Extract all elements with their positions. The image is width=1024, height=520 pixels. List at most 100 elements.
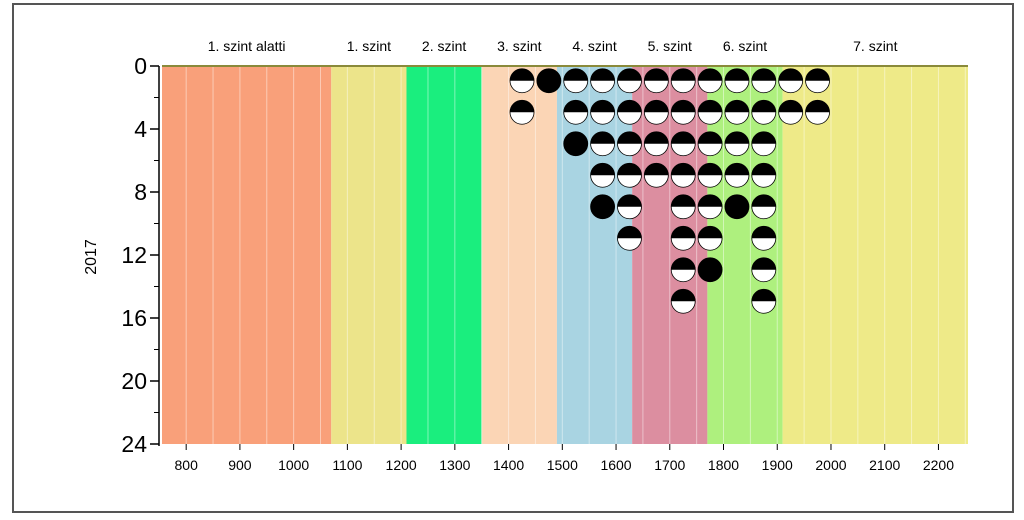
x-tick-label: 800 xyxy=(175,457,199,473)
dot xyxy=(697,257,723,283)
x-tick-label: 900 xyxy=(228,457,252,473)
y-tick-label: 12 xyxy=(121,242,147,268)
dot xyxy=(751,99,777,125)
dot xyxy=(670,288,696,314)
vertical-gridlines xyxy=(185,66,966,444)
band-1 xyxy=(162,66,332,444)
band-label: 7. szint xyxy=(853,38,897,54)
dot xyxy=(509,99,535,125)
chart-frame: 1. szint alatti 1. szint 2. szint 3. szint 4… xyxy=(12,3,1014,513)
dot xyxy=(697,162,723,188)
dot xyxy=(617,194,642,220)
x-tick-label: 1300 xyxy=(439,457,470,473)
dot xyxy=(697,68,723,94)
x-tick-label: 2000 xyxy=(815,457,846,473)
dot xyxy=(563,68,589,94)
dot xyxy=(563,99,589,125)
band-label: 1. szint alatti xyxy=(208,38,286,54)
dot xyxy=(805,68,830,94)
dot xyxy=(751,194,777,220)
y-tick-label: 4 xyxy=(134,116,147,142)
band-4 xyxy=(481,66,557,444)
dot xyxy=(670,99,696,125)
dot xyxy=(670,162,696,188)
x-tick-label: 2100 xyxy=(869,457,900,473)
dot xyxy=(509,68,535,94)
band-label: 1. szint xyxy=(347,38,391,54)
band-label: 3. szint xyxy=(497,38,541,54)
x-tick-label: 1400 xyxy=(493,457,524,473)
dot xyxy=(724,162,750,188)
band-3 xyxy=(406,66,482,444)
y-axis-label: 2017 xyxy=(83,239,100,275)
dot xyxy=(670,131,696,157)
dot xyxy=(751,162,777,188)
dot xyxy=(697,131,723,157)
x-tick-label: 1000 xyxy=(278,457,309,473)
dot xyxy=(724,194,750,220)
dot xyxy=(590,194,616,220)
dot xyxy=(563,131,589,157)
dot xyxy=(778,99,804,125)
dot xyxy=(670,194,696,220)
level-labels: 1. szint alatti 1. szint 2. szint 3. szint 4… xyxy=(208,38,898,54)
x-tick-label: 2200 xyxy=(923,457,954,473)
dot xyxy=(617,131,642,157)
dot xyxy=(670,68,696,94)
dot xyxy=(751,131,777,157)
dot xyxy=(617,162,642,188)
band-7 xyxy=(707,66,783,444)
dot xyxy=(805,99,830,125)
dot xyxy=(643,99,669,125)
dot xyxy=(751,225,777,251)
band-label: 4. szint xyxy=(572,38,616,54)
dot xyxy=(724,131,750,157)
y-tick-label: 16 xyxy=(121,305,147,331)
band-5 xyxy=(556,66,633,444)
y-tick-label: 20 xyxy=(121,368,147,394)
band-8 xyxy=(782,66,968,444)
dot xyxy=(751,68,777,94)
y-tick-label: 24 xyxy=(121,431,147,457)
dot xyxy=(751,288,777,314)
dot xyxy=(590,68,616,94)
dot xyxy=(617,99,642,125)
dot xyxy=(724,99,750,125)
axes xyxy=(150,65,968,450)
dot xyxy=(617,225,642,251)
tick-labels: 0 4 8 12 16 20 24 800 900 1000 1100 1200 1300 1400 150… xyxy=(121,53,954,473)
band-label: 2. szint xyxy=(422,38,466,54)
x-tick-label: 1200 xyxy=(386,457,417,473)
band-2 xyxy=(331,66,407,444)
dot xyxy=(724,68,750,94)
dot xyxy=(697,99,723,125)
dot xyxy=(590,99,616,125)
y-tick-label: 8 xyxy=(134,179,147,205)
dot xyxy=(536,68,562,94)
x-tick-label: 1100 xyxy=(332,457,362,473)
level-bands xyxy=(162,66,968,444)
dot xyxy=(643,131,669,157)
x-tick-label: 1600 xyxy=(600,457,631,473)
band-label: 5. szint xyxy=(648,38,692,54)
dot xyxy=(643,162,669,188)
dot xyxy=(670,225,696,251)
x-tick-label: 1500 xyxy=(547,457,578,473)
dot-columns xyxy=(509,68,830,314)
x-tick-label: 1800 xyxy=(708,457,739,473)
dot xyxy=(617,68,642,94)
band-label: 6. szint xyxy=(723,38,767,54)
dot xyxy=(697,225,723,251)
x-tick-label: 1900 xyxy=(762,457,793,473)
dot xyxy=(590,162,616,188)
dot xyxy=(751,257,777,283)
dot xyxy=(697,194,723,220)
dot xyxy=(778,68,804,94)
y-tick-label: 0 xyxy=(134,53,147,79)
band-6 xyxy=(632,66,708,444)
dot xyxy=(643,68,669,94)
chart: 1. szint alatti 1. szint 2. szint 3. szint 4… xyxy=(83,38,968,473)
dot xyxy=(590,131,616,157)
x-tick-label: 1700 xyxy=(654,457,685,473)
dot xyxy=(670,257,696,283)
